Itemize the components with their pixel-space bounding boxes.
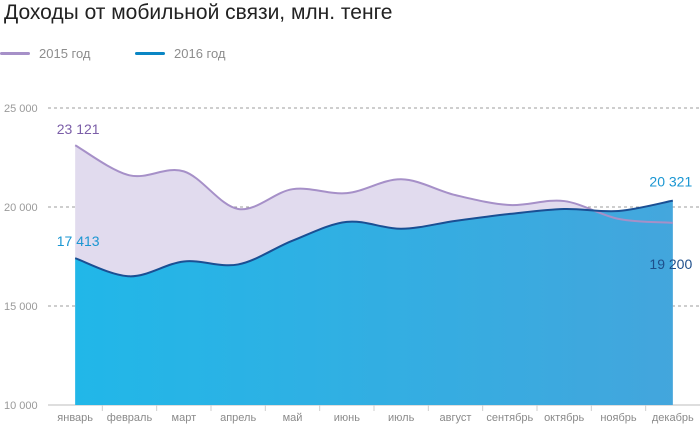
legend-label-2016: 2016 год (174, 46, 226, 61)
legend-item-2015: 2015 год (0, 46, 91, 61)
x-tick-label: июнь (334, 412, 360, 424)
chart-title: Доходы от мобильной связи, млн. тенге (4, 1, 393, 24)
y-tick-label: 20 000 (4, 202, 38, 214)
x-tick-label: май (283, 412, 303, 424)
line-2016 год (74, 199, 674, 278)
area-2016 год (75, 200, 673, 405)
x-tick-label: июль (388, 412, 415, 424)
x-tick-label: январь (57, 412, 93, 424)
x-tick-label: август (440, 412, 472, 424)
x-tick-label: март (172, 412, 197, 424)
data-label: 20 321 (649, 174, 692, 190)
x-tick-label: ноябрь (600, 412, 637, 424)
data-label: 19 200 (649, 256, 692, 272)
x-tick-label: октябрь (544, 412, 584, 424)
line-2015 год (74, 144, 673, 224)
x-tick-label: декабрь (652, 412, 694, 424)
data-label: 17 413 (57, 233, 100, 249)
legend-swatch-2015 (0, 52, 30, 55)
legend: 2015 год 2016 год (0, 46, 700, 68)
y-tick-label: 25 000 (4, 103, 38, 115)
series-areas (75, 145, 673, 405)
x-tick-label: февраль (107, 412, 153, 424)
legend-label-2015: 2015 год (39, 46, 91, 61)
legend-swatch-2016 (135, 52, 165, 55)
x-tick-label: сентябрь (486, 412, 533, 424)
data-label: 23 121 (57, 121, 100, 137)
legend-item-2016: 2016 год (135, 46, 226, 61)
y-tick-label: 15 000 (4, 301, 38, 313)
vertical-grid (101, 405, 647, 411)
y-tick-label: 10 000 (4, 400, 38, 412)
x-tick-label: апрель (220, 412, 256, 424)
series-lines (74, 144, 674, 278)
labels: январь февраль март апрель май июнь июль август… (57, 121, 694, 424)
